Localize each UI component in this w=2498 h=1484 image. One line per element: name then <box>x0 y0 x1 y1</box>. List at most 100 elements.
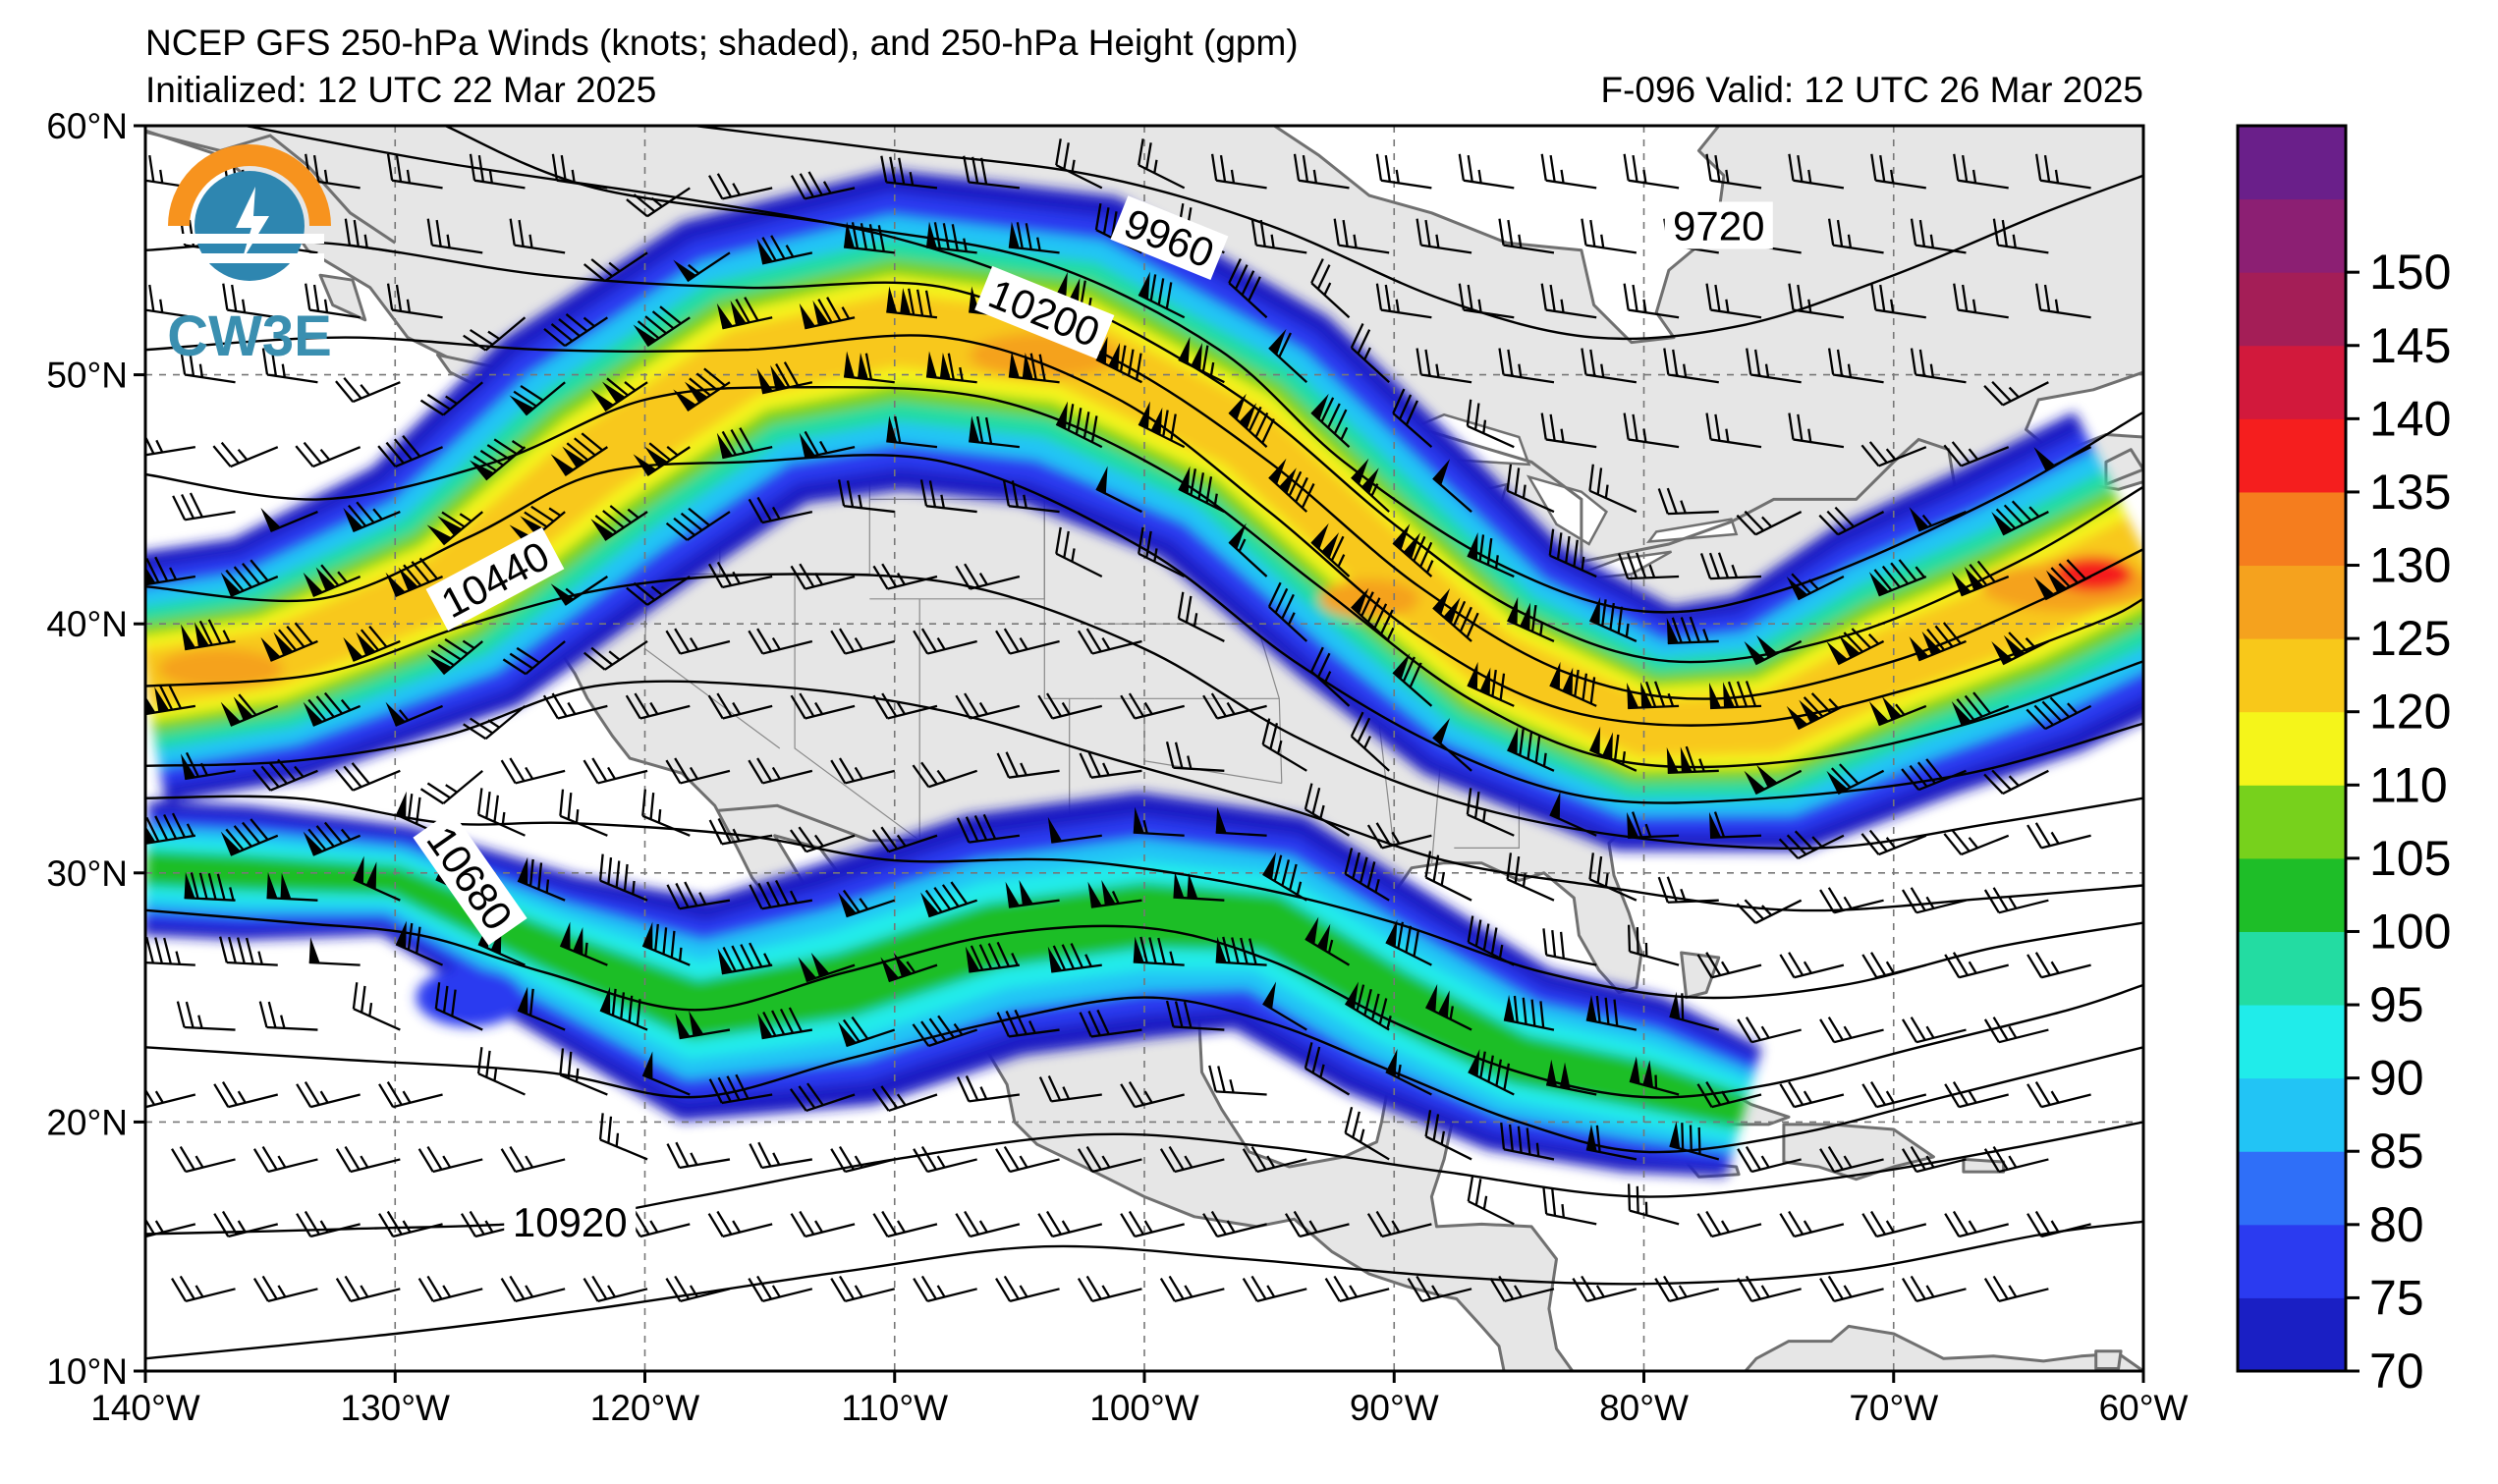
wind-barb-pennant <box>1756 634 1778 658</box>
wind-barb <box>2026 952 2091 979</box>
wind-barb-pennant <box>1351 458 1369 485</box>
wind-barb-flag <box>225 828 245 852</box>
wind-barb <box>1267 581 1308 642</box>
wind-barb-half-flag <box>197 1015 203 1029</box>
height-contour-8 <box>145 680 2143 912</box>
wind-barb-half-flag <box>1184 1285 1193 1298</box>
wind-barb <box>1666 616 1719 645</box>
wind-barb-flag <box>1190 468 1196 496</box>
wind-barb-half-flag <box>446 234 451 248</box>
wind-barb-flag <box>1976 560 1996 583</box>
wind-barb-pennant <box>308 937 320 963</box>
height-label-background <box>974 265 1115 359</box>
wind-barb <box>1623 283 1680 319</box>
wind-barb-half-flag <box>785 245 795 258</box>
wind-barb-flag <box>185 1001 194 1028</box>
wind-barb-flag <box>941 884 960 907</box>
wind-barb-half-flag <box>650 196 663 208</box>
wind-barb <box>385 701 443 727</box>
wind-barb-flag <box>407 794 414 821</box>
wind-barb <box>590 377 648 412</box>
wind-barb-flag <box>1788 952 1804 976</box>
wind-barb <box>1705 153 1762 190</box>
wind-barb <box>1623 153 1680 190</box>
wind-barb-half-flag <box>1482 808 1487 822</box>
wind-barb-flag <box>963 155 971 183</box>
wind-barb-half-flag <box>1449 1006 1454 1020</box>
wind-barb-half-flag <box>1971 169 1977 184</box>
wind-barb-flag <box>1870 153 1877 181</box>
wind-barb-flag <box>626 198 648 218</box>
wind-barb-flag <box>509 652 533 670</box>
wind-barb-flag <box>1744 899 1765 920</box>
wind-barb-flag <box>1609 602 1615 631</box>
wind-barb-half-flag <box>1885 961 1895 974</box>
wind-barb-flag <box>1342 219 1349 247</box>
wind-barb <box>550 576 609 606</box>
wind-barb-flag <box>1087 1011 1101 1036</box>
wind-barb-flag <box>312 154 320 183</box>
wind-barb-flag <box>913 1148 929 1173</box>
wind-barb <box>1588 596 1638 643</box>
wind-barb-flag <box>1495 1059 1503 1086</box>
wind-barb <box>222 283 278 319</box>
wind-barb <box>1627 681 1680 710</box>
wind-barb-pennant <box>1150 407 1163 436</box>
wind-barb <box>1788 153 1845 190</box>
wind-barb-half-flag <box>627 508 639 520</box>
wind-barb-flag <box>171 1148 188 1173</box>
wind-barb-flag <box>1827 1017 1844 1041</box>
lon-tick-label: 110°W <box>841 1388 948 1428</box>
wind-barb-flag <box>2026 1083 2043 1108</box>
wind-barb <box>749 879 813 910</box>
height-label-10920: 10920 <box>504 1197 637 1245</box>
wind-barb-flag <box>1085 628 1102 652</box>
wind-barb <box>886 286 938 319</box>
wind-barb-flag <box>303 441 322 465</box>
wind-barb-staff <box>925 246 977 254</box>
wind-barb <box>1507 726 1555 772</box>
lon-tick-label: 90°W <box>1350 1388 1439 1428</box>
wind-barb-pennant <box>233 696 253 721</box>
wind-barb <box>1992 218 2049 254</box>
wind-barb-half-flag <box>1061 1220 1071 1234</box>
wind-barb-flag <box>1830 767 1852 789</box>
wind-barb-half-flag <box>1622 751 1627 765</box>
wind-barb-flag <box>871 1088 890 1112</box>
wind-barb-flag <box>1003 1145 1020 1171</box>
wind-barb <box>872 1210 938 1238</box>
wind-barb-half-flag <box>1625 623 1630 637</box>
wind-barb-half-flag <box>1560 428 1565 443</box>
wind-barb-half-flag <box>1604 484 1609 499</box>
wind-barb-half-flag <box>1600 234 1605 248</box>
wind-barb <box>1696 952 1762 979</box>
wind-barb-flag <box>979 157 988 185</box>
wind-barb-flag <box>1281 593 1295 620</box>
wind-barb-staff <box>1262 872 1307 902</box>
wind-barb-flag <box>335 380 355 403</box>
wind-barb-flag <box>1301 482 1315 509</box>
wind-barb-flag <box>973 815 988 841</box>
wind-barb-staff <box>1008 246 1060 254</box>
wind-barb-half-flag <box>1925 1285 1935 1298</box>
wind-barb <box>1047 943 1102 973</box>
wind-barb-flag <box>1249 938 1257 965</box>
wind-barb <box>426 218 483 254</box>
wind-barb <box>1351 458 1390 513</box>
wind-barb-flag <box>707 694 724 720</box>
wind-barb-flag <box>2043 154 2051 183</box>
wind-barb-flag <box>1595 1125 1601 1153</box>
wind-barb-flag <box>830 630 847 655</box>
wind-barb <box>583 639 648 671</box>
wind-barb-pennant <box>886 415 898 443</box>
wind-barb-flag <box>1745 1275 1761 1300</box>
wind-barb-flag <box>1671 617 1683 643</box>
wind-barb <box>1458 283 1515 319</box>
wind-barb <box>1250 218 1307 254</box>
wind-barb <box>880 952 938 983</box>
wind-barb-flag <box>1944 954 1961 978</box>
wind-barb-flag <box>1573 539 1579 567</box>
wind-barb-flag <box>1613 999 1619 1026</box>
wind-barb <box>2026 696 2092 731</box>
height-label-9720: 9720 <box>1664 201 1773 249</box>
